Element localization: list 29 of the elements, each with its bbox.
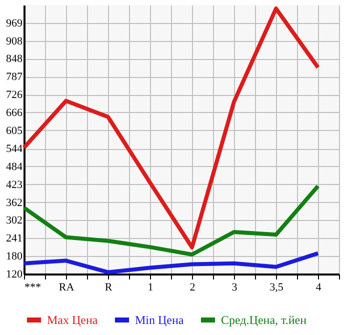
y-tick-label: 908 xyxy=(6,35,23,48)
legend-label: Min Цена xyxy=(135,313,184,327)
x-tick-label: 3 xyxy=(232,282,238,294)
line-series xyxy=(22,184,320,256)
line-series xyxy=(22,251,320,274)
y-tick-label: 848 xyxy=(6,53,23,66)
y-tick-label: 362 xyxy=(6,196,22,209)
x-tick-label: 2 xyxy=(190,282,196,294)
y-tick-label: 120 xyxy=(6,268,23,280)
y-tick-label: 666 xyxy=(6,106,23,119)
legend-label: Max Цена xyxy=(47,313,98,327)
x-tick-label: RA xyxy=(58,282,74,294)
x-tick-label: *** xyxy=(24,282,41,294)
x-tick-label: 4 xyxy=(316,282,322,294)
y-tick-label: 180 xyxy=(6,250,23,263)
y-tick-label: 544 xyxy=(6,143,23,156)
line-series xyxy=(22,6,320,250)
y-tick-label: 969 xyxy=(6,17,23,30)
y-tick-label: 423 xyxy=(6,178,23,191)
y-tick-label: 484 xyxy=(6,160,23,173)
x-tick-label: 3,5 xyxy=(270,282,284,294)
y-tick-label: 726 xyxy=(6,89,23,102)
y-tick-label: 605 xyxy=(6,124,23,137)
y-tick-label: 241 xyxy=(6,232,22,245)
y-tick-label: 787 xyxy=(6,71,23,84)
legend-label: Сред.Цена, т.йен xyxy=(221,313,308,327)
y-tick-label: 302 xyxy=(6,214,22,227)
x-tick-label: R xyxy=(104,282,113,294)
x-tick-label: 1 xyxy=(148,282,154,294)
